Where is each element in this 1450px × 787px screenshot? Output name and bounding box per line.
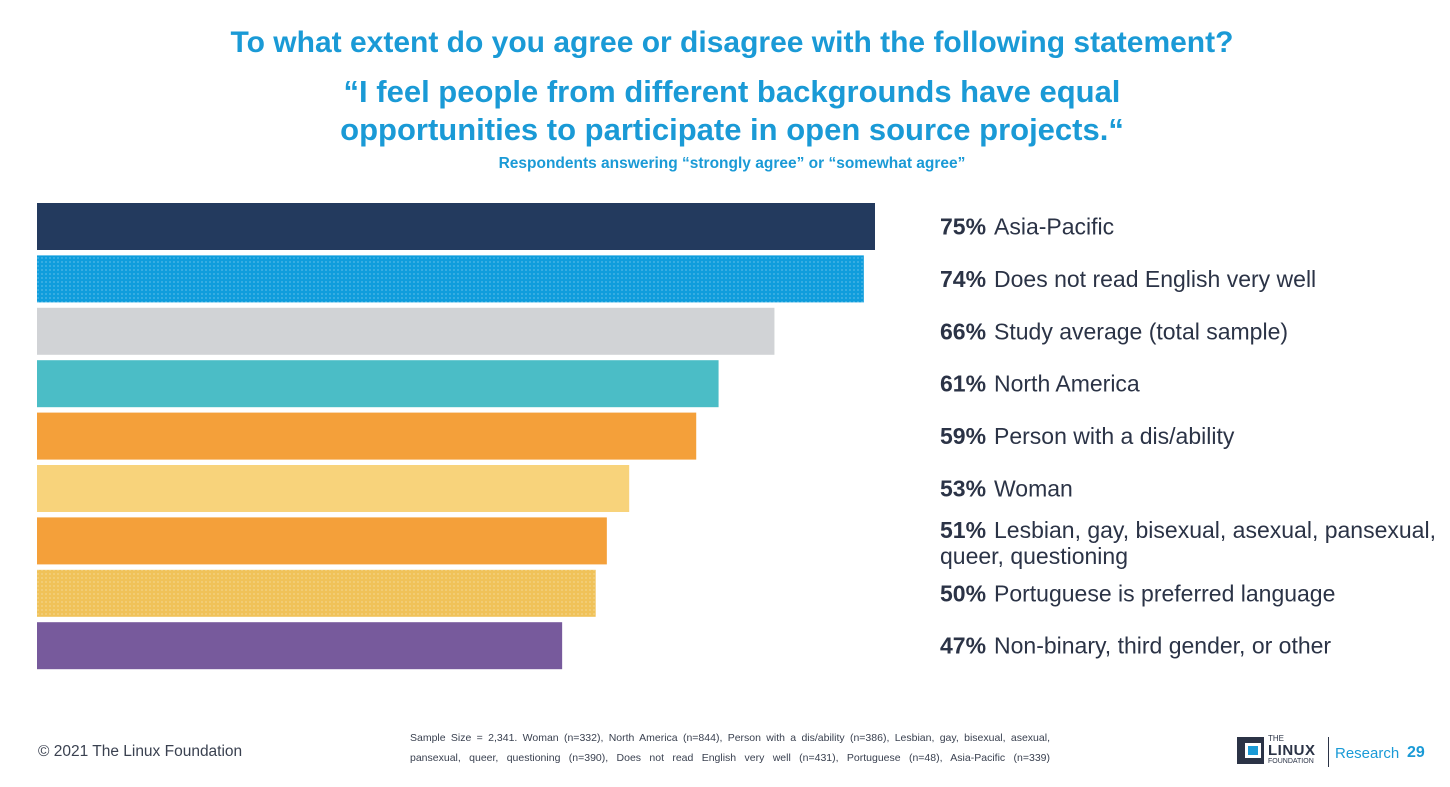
logo-text-top: THE bbox=[1268, 734, 1284, 743]
logo-text-bottom: FOUNDATION bbox=[1268, 758, 1314, 765]
category-label-5: Woman bbox=[994, 476, 1073, 502]
linux-foundation-logo-icon bbox=[1237, 737, 1264, 764]
bar-4 bbox=[37, 412, 697, 460]
category-label-2: Study average (total sample) bbox=[994, 318, 1288, 344]
logo-text-main: LINUX bbox=[1268, 742, 1316, 759]
category-label-7: Portuguese is preferred language bbox=[994, 580, 1335, 606]
statement-title: “I feel people from different background… bbox=[0, 73, 1450, 149]
bar-5 bbox=[37, 465, 630, 512]
bar-3 bbox=[37, 360, 719, 408]
value-label-0: 75% bbox=[940, 214, 986, 240]
logo-wordmark: THE LINUX FOUNDATION bbox=[1268, 734, 1316, 766]
statement-line-2: opportunities to participate in open sou… bbox=[340, 112, 1124, 147]
value-label-3: 61% bbox=[940, 371, 986, 397]
bars-layer bbox=[37, 203, 875, 670]
logo-divider bbox=[1328, 737, 1329, 767]
value-label-8: 47% bbox=[940, 633, 986, 659]
bar-texture-7 bbox=[37, 569, 596, 617]
value-label-4: 59% bbox=[940, 423, 986, 449]
bar-2 bbox=[37, 307, 775, 355]
bar-texture-1 bbox=[37, 255, 864, 303]
category-label-6-line-1: queer, questioning bbox=[940, 543, 1128, 569]
research-label: Research bbox=[1335, 745, 1400, 762]
page-number: 29 bbox=[1407, 744, 1425, 761]
copyright: © 2021 The Linux Foundation bbox=[38, 743, 243, 760]
bar-6 bbox=[37, 517, 607, 565]
category-label-8: Non-binary, third gender, or other bbox=[994, 633, 1331, 659]
value-label-7: 50% bbox=[940, 580, 986, 606]
value-label-5: 53% bbox=[940, 476, 986, 502]
value-label-6: 51% bbox=[940, 517, 986, 543]
category-label-6-line-0: Lesbian, gay, bisexual, asexual, pansexu… bbox=[994, 517, 1436, 543]
category-label-0: Asia-Pacific bbox=[994, 214, 1114, 240]
chart-subtitle: Respondents answering “strongly agree” o… bbox=[498, 155, 966, 172]
question-title: To what extent do you agree or disagree … bbox=[230, 26, 1234, 59]
bar-0 bbox=[37, 203, 875, 250]
value-label-1: 74% bbox=[940, 266, 986, 292]
sample-size-note: Sample Size = 2,341. Woman (n=332), Nort… bbox=[410, 732, 1050, 764]
bar-chart: 75% Asia-Pacific 74% Does not read English … bbox=[37, 203, 1436, 670]
bar-8 bbox=[37, 622, 563, 670]
category-label-1: Does not read English very well bbox=[994, 266, 1316, 292]
category-label-4: Person with a dis/ability bbox=[994, 423, 1235, 449]
value-label-2: 66% bbox=[940, 318, 986, 344]
labels-layer: 75% Asia-Pacific 74% Does not read English … bbox=[940, 214, 1436, 659]
category-label-3: North America bbox=[994, 371, 1140, 397]
statement-line-1: “I feel people from different background… bbox=[343, 74, 1121, 109]
